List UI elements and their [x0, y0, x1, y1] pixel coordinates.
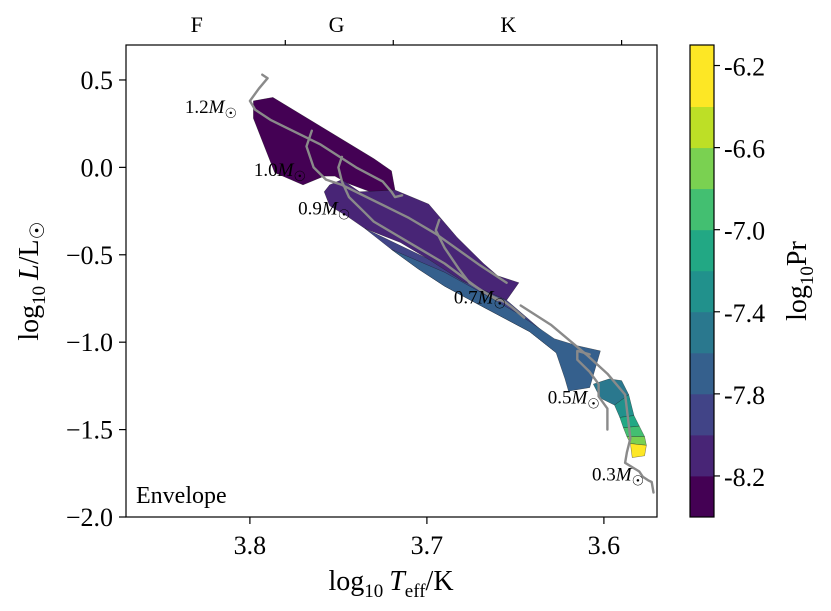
plot-frame	[125, 44, 658, 518]
y-axis-label-sub: 10	[29, 286, 50, 305]
colorbar-band	[690, 352, 714, 395]
colorbar-band	[690, 65, 714, 107]
sun-symbol: ☉	[338, 209, 351, 224]
colorbar-band	[690, 147, 714, 190]
x-tick-label: 3.6	[588, 531, 621, 560]
colorbar-label-log: log	[782, 285, 813, 321]
track-label-0.7: 0.7M☉	[454, 288, 506, 313]
spectral-class-label: K	[500, 12, 516, 37]
sun-symbol: ☉	[27, 221, 49, 239]
track-label-mass: 0.7	[454, 288, 478, 309]
track-label-0.3: 0.3M☉	[592, 464, 644, 489]
colorbar-band	[690, 45, 714, 66]
colorbar-tick-label: -6.2	[724, 53, 765, 82]
x-tick-label: 3.7	[411, 531, 444, 560]
track-0.9-msun	[337, 155, 499, 302]
y-tick-label: −0.5	[66, 241, 113, 270]
track-label-M: M	[477, 288, 495, 309]
y-tick-label: 0.5	[81, 66, 114, 95]
x-tick-label: 3.8	[234, 531, 267, 560]
colorbar-band	[690, 188, 714, 231]
y-axis-label: log10 L/L☉	[14, 221, 50, 340]
track-label-0.9: 0.9M☉	[298, 199, 350, 224]
mass-labels: 1.2M☉1.0M☉0.9M☉0.7M☉0.5M☉0.3M☉	[185, 97, 644, 489]
y-axis-ticks: 0.5 0.0 −0.5 −1.0 −1.5 −2.0	[66, 66, 126, 532]
track-0.3-msun	[519, 304, 655, 494]
colorbar-tick-label: -7.4	[724, 299, 765, 328]
x-axis-label: log10 Teff/K	[328, 566, 453, 602]
y-tick-label: −1.5	[66, 416, 113, 445]
x-axis-label-var-sub: eff	[405, 581, 426, 602]
track-label-M: M	[570, 387, 588, 408]
y-tick-label: −2.0	[66, 503, 113, 532]
y-axis-label-unit: /L	[14, 239, 45, 264]
colorbar-band	[690, 476, 714, 518]
spectral-class-label: G	[329, 12, 345, 37]
colorbar-label: log10Pr	[782, 240, 818, 320]
contour-region	[623, 425, 646, 437]
track-label-mass: 0.3	[592, 464, 616, 485]
y-axis-label-log: log	[14, 305, 45, 341]
sun-symbol: ☉	[225, 107, 238, 122]
colorbar-band	[690, 229, 714, 272]
track-label-M: M	[208, 97, 226, 118]
colorbar-frame	[689, 44, 715, 518]
contour-region	[630, 443, 647, 458]
contour-region	[323, 179, 520, 301]
colorbar: -6.2 -6.6 -7.0 -7.4 -7.8 -8.2	[689, 44, 765, 518]
colorbar-tick-label: -6.6	[724, 135, 765, 164]
colorbar-band	[690, 393, 714, 436]
colorbar-tick-label: -7.0	[724, 217, 765, 246]
x-axis-label-sub: 10	[364, 581, 383, 602]
track-0.5-msun	[576, 349, 609, 431]
colorbar-label-sub: 10	[797, 266, 818, 285]
colorbar-band	[690, 311, 714, 354]
x-axis-ticks: 3.8 3.7 3.6	[234, 517, 621, 560]
spectral-class-label: F	[191, 12, 203, 37]
sun-symbol: ☉	[494, 298, 507, 313]
sun-symbol: ☉	[587, 397, 600, 412]
colorbar-band	[690, 270, 714, 313]
x-axis-label-unit: /K	[426, 566, 454, 597]
track-label-mass: 1.0	[254, 160, 278, 181]
track-label-M: M	[277, 160, 295, 181]
track-1.2-msun	[248, 73, 404, 199]
y-tick-label: 0.0	[81, 153, 114, 182]
colorbar-band	[690, 434, 714, 477]
track-label-mass: 0.5	[548, 387, 572, 408]
track-label-M: M	[321, 199, 339, 220]
track-label-1.0: 1.0M☉	[254, 160, 306, 185]
track-label-mass: 0.9	[298, 199, 322, 220]
track-0.7-msun	[434, 218, 526, 319]
y-axis-label-var: L	[14, 264, 45, 281]
evolutionary-tracks	[248, 73, 655, 494]
sun-symbol: ☉	[294, 170, 307, 185]
track-label-1.2: 1.2M☉	[185, 97, 237, 122]
colorbar-tick-label: -7.8	[724, 381, 765, 410]
x-axis-label-log: log	[328, 566, 364, 597]
colorbar-tick-label: -8.2	[724, 463, 765, 492]
track-label-0.5: 0.5M☉	[548, 387, 600, 412]
track-1.0-msun	[305, 129, 508, 284]
x-axis-label-var: T	[389, 566, 407, 597]
colorbar-band	[690, 106, 714, 149]
contour-region	[391, 249, 601, 392]
track-label-M: M	[615, 464, 633, 485]
sun-symbol: ☉	[632, 474, 645, 489]
y-tick-label: −1.0	[66, 328, 113, 357]
track-label-mass: 1.2	[185, 97, 209, 118]
panel-label: Envelope	[136, 483, 227, 509]
colorbar-label-rest: Pr	[782, 240, 813, 266]
